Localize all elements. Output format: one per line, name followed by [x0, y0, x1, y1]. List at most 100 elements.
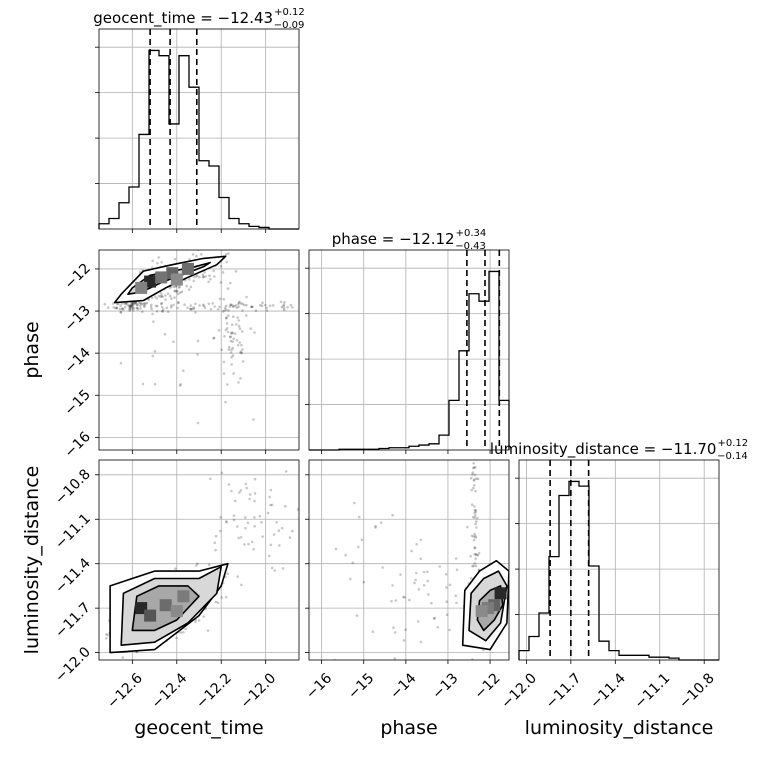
sample-point [433, 616, 437, 620]
sample-point [269, 488, 273, 492]
sample-point [200, 253, 203, 256]
sample-point [112, 306, 115, 309]
sample-point [471, 658, 474, 660]
sample-point [147, 298, 150, 302]
panel-background [99, 250, 299, 450]
sample-point [170, 304, 173, 308]
sample-point [187, 288, 191, 291]
sample-point [477, 552, 481, 555]
x-tick-label: −11.4 [587, 670, 629, 712]
sample-point [115, 306, 119, 310]
sample-point [179, 383, 182, 386]
sample-point [183, 303, 186, 307]
sample-point [279, 300, 283, 304]
sample-point [178, 384, 182, 387]
sample-point [186, 306, 189, 310]
sample-point [426, 570, 429, 574]
sample-point [230, 323, 234, 327]
sample-point [229, 351, 233, 354]
sample-point [177, 301, 180, 305]
sample-point [239, 536, 243, 539]
sample-point [229, 331, 233, 335]
sample-point [474, 509, 477, 512]
sample-point [119, 361, 123, 365]
sample-point [174, 567, 177, 570]
panel-background [519, 460, 719, 660]
sample-point [178, 285, 181, 289]
sample-point [280, 526, 284, 530]
sample-point [231, 305, 235, 309]
sample-point [227, 309, 230, 312]
sample-point [161, 310, 164, 313]
sample-point [172, 285, 176, 289]
sample-point [419, 640, 423, 644]
sample-point [474, 536, 478, 539]
sample-point [344, 553, 347, 557]
sample-point [296, 508, 299, 511]
sample-point [129, 305, 133, 308]
histogram-panel-phase: phase = −12.12+0.34 −0.43 [305, 228, 510, 451]
sample-point [250, 305, 254, 309]
sample-point [448, 583, 452, 587]
sample-point [192, 279, 196, 283]
sample-point [132, 309, 135, 312]
sample-point [194, 302, 197, 306]
y-tick-label: −10.8 [52, 466, 94, 508]
sample-point [253, 492, 257, 495]
sample-point [201, 303, 205, 307]
sample-point [475, 553, 479, 556]
sample-point [225, 316, 228, 320]
sample-point [236, 303, 240, 306]
sample-point [119, 310, 123, 314]
sample-point [177, 286, 181, 289]
sample-point [103, 302, 107, 306]
sample-point [239, 377, 242, 380]
sample-point [213, 305, 216, 308]
sample-point [129, 303, 132, 307]
sample-point [231, 340, 234, 343]
sample-point [236, 575, 239, 578]
sample-point [473, 516, 477, 519]
sample-point [253, 331, 256, 334]
sample-point [224, 304, 228, 308]
sample-point [194, 311, 197, 314]
x-tick-label: −12.0 [498, 670, 540, 712]
sample-point [232, 514, 236, 517]
sample-point [170, 306, 173, 309]
sample-point [253, 524, 256, 528]
sample-point [188, 307, 192, 311]
sample-point [118, 307, 122, 311]
sample-point [239, 350, 243, 353]
sample-point [470, 503, 474, 507]
sample-point [141, 382, 145, 386]
sample-point [241, 360, 245, 363]
sample-point [305, 508, 308, 511]
sample-point [454, 594, 458, 597]
sample-point [426, 579, 430, 583]
panel-frame [308, 249, 510, 451]
sample-point [234, 304, 238, 307]
sample-point [475, 477, 478, 481]
y-tick-label: −11.7 [52, 600, 94, 642]
sample-point [245, 303, 248, 307]
y-axis-label-luminosity_distance: luminosity_distance [21, 466, 43, 655]
sample-point [250, 540, 254, 544]
sample-point [236, 525, 239, 528]
sample-point [220, 471, 224, 475]
sample-point [232, 315, 235, 319]
sample-point [175, 289, 179, 293]
sample-point [197, 619, 201, 622]
sample-point [360, 538, 364, 542]
sample-point [120, 307, 124, 311]
sample-point [427, 593, 430, 596]
sample-point [455, 601, 458, 605]
sample-point [192, 307, 196, 311]
sample-point [136, 303, 139, 307]
sample-point [164, 294, 167, 297]
sample-point [229, 303, 232, 307]
sample-point [129, 305, 132, 308]
histogram-steps-luminosity_distance [518, 480, 719, 661]
sample-point [156, 304, 159, 308]
sample-point [474, 534, 477, 538]
sample-point [207, 563, 211, 566]
